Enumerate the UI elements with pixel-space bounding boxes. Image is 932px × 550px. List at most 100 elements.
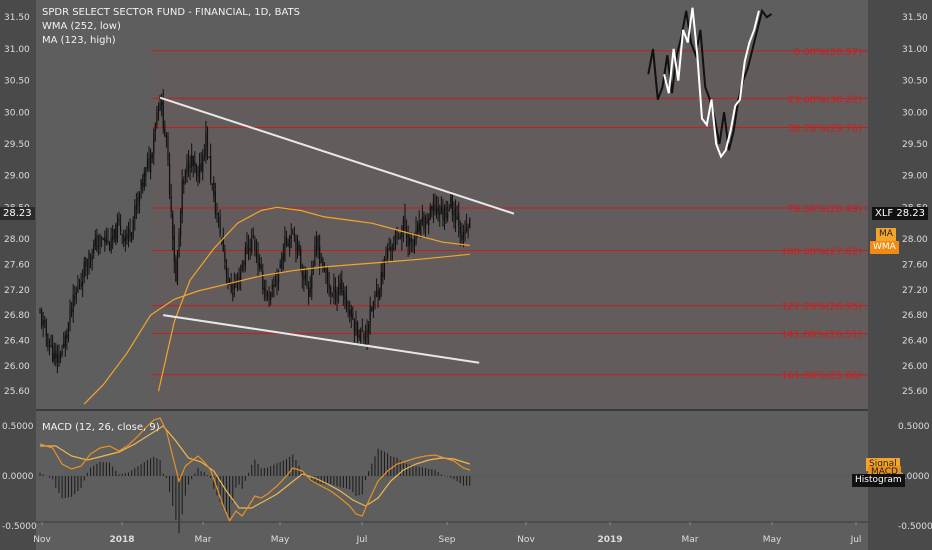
candle-body	[55, 350, 57, 358]
candle-body	[454, 207, 457, 223]
candle-body	[236, 280, 239, 282]
candle-body	[353, 320, 356, 332]
candle-body	[391, 247, 393, 250]
macd-legend[interactable]: MACD (12, 26, close, 9)	[42, 422, 160, 433]
fib-label-4: 100.00%(27.82)	[781, 246, 862, 257]
candle-body	[399, 237, 401, 239]
candle-body	[134, 206, 136, 219]
candle-body	[428, 217, 430, 225]
fib-label-2: 38.20%(29.76)	[787, 123, 862, 134]
candle-body	[200, 162, 202, 171]
projection-black-line	[647, 8, 773, 151]
candle-body	[314, 245, 316, 265]
candle-body	[383, 258, 386, 278]
candle-body	[295, 238, 297, 251]
candle-body	[293, 234, 295, 236]
candle-body	[115, 225, 117, 242]
candle-body	[72, 294, 74, 313]
candle-body	[210, 155, 212, 181]
candle-body	[126, 233, 128, 240]
candle-body	[404, 215, 406, 231]
candle-body	[377, 289, 379, 298]
ma-legend[interactable]: MA (123, high)	[42, 35, 116, 46]
candle-body	[361, 330, 363, 332]
candle-body	[252, 235, 254, 238]
y-tick-left: 29.00	[4, 172, 30, 182]
x-tick-label: Jul	[356, 535, 368, 545]
candle-body	[189, 165, 191, 169]
candle-body	[320, 262, 322, 264]
candle-body	[387, 248, 389, 259]
candle-body	[281, 257, 283, 269]
candle-body	[195, 164, 198, 173]
candle-body	[214, 191, 216, 215]
x-tick-label: May	[763, 535, 782, 545]
candle-body	[342, 290, 344, 296]
candle-body	[230, 282, 232, 292]
projection-lines	[647, 7, 773, 159]
candle-body	[396, 231, 398, 234]
candle-body	[390, 247, 392, 252]
fib-labels: 0.00%(30.97) 23.60%(30.22) 38.20%(29.76) 78…	[781, 47, 862, 382]
x-tick-label: Nov	[33, 535, 51, 545]
wma-tag: WMA	[870, 241, 899, 254]
candle-body	[262, 271, 264, 290]
candle-body	[402, 219, 404, 232]
candle-body	[85, 257, 87, 267]
histogram-tag: Histogram	[852, 474, 905, 487]
candle-body	[382, 272, 384, 278]
wma-legend[interactable]: WMA (252, low)	[42, 21, 121, 32]
candle-body	[219, 217, 221, 235]
x-tick-label: Nov	[517, 535, 535, 545]
candle-body	[315, 238, 318, 250]
candle-body	[450, 197, 452, 208]
candle-body	[300, 249, 302, 268]
x-tick-label: Mar	[195, 535, 212, 545]
candle-body	[157, 109, 160, 112]
candle-body	[135, 205, 137, 210]
candle-body	[469, 218, 471, 229]
candle-body	[290, 235, 292, 239]
candle-body	[243, 262, 245, 265]
candle-body	[325, 267, 327, 274]
candle-body	[222, 240, 224, 251]
candle-body	[331, 294, 333, 296]
candle-body	[464, 229, 466, 235]
candle-body	[432, 201, 435, 212]
candle-body	[435, 206, 438, 215]
candle-body	[197, 170, 199, 177]
candle-body	[276, 280, 278, 286]
candle-body	[420, 219, 422, 236]
candle-body	[270, 291, 272, 301]
candle-body	[216, 213, 218, 216]
candle-body	[445, 206, 447, 219]
candle-body	[257, 254, 259, 267]
candle-body	[349, 310, 351, 315]
candle-body	[289, 235, 291, 249]
candle-body	[296, 241, 299, 253]
candle-body	[336, 291, 338, 302]
macd-tick-right: -0.5000	[898, 522, 932, 532]
candle-body	[154, 123, 156, 133]
candle-body	[415, 229, 417, 244]
candle-body	[268, 295, 270, 297]
candle-body	[198, 164, 201, 181]
candle-body	[317, 236, 319, 250]
candle-body	[121, 234, 123, 236]
y-tick-right: 31.00	[902, 45, 928, 55]
candle-body	[176, 257, 179, 285]
candle-body	[284, 236, 286, 262]
candle-body	[156, 112, 158, 125]
candle-body	[410, 238, 412, 241]
candle-body	[170, 195, 172, 211]
candle-body	[393, 237, 395, 250]
candle-body	[56, 354, 58, 363]
candle-body	[108, 243, 111, 250]
candle-body	[277, 271, 280, 283]
candle-body	[165, 135, 167, 139]
candle-body	[227, 274, 229, 283]
fib-shade-area	[152, 50, 868, 411]
y-tick-left: 31.00	[4, 45, 30, 55]
candle-body	[333, 285, 335, 293]
x-tick-label: Jul	[850, 535, 862, 545]
